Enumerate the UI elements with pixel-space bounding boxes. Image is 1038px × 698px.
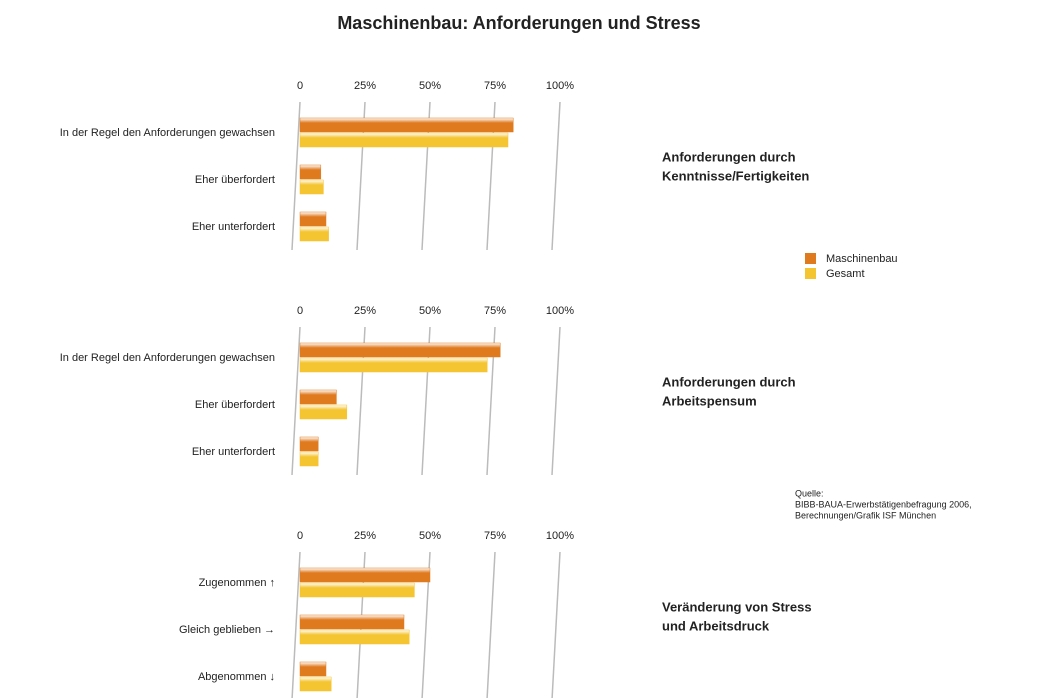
y-tick-label: Zugenommen ↑ [199, 577, 275, 589]
x-tick-label: 0 [297, 305, 303, 317]
bar [299, 117, 514, 133]
bar [299, 132, 509, 148]
legend-label: Gesamt [826, 268, 865, 280]
x-tick-label: 25% [354, 530, 376, 542]
grid-line [551, 101, 561, 251]
x-tick-label: 100% [546, 80, 574, 92]
x-tick-label: 50% [419, 80, 441, 92]
grid-line [486, 551, 496, 698]
bar [299, 582, 415, 598]
y-tick-label: In der Regel den Anforderungen gewachsen [60, 352, 275, 364]
subchart-title: Anforderungen durch [662, 149, 796, 164]
x-tick-label: 25% [354, 305, 376, 317]
y-tick-label: Abgenommen ↓ [198, 671, 275, 683]
subchart-title: Arbeitspensum [662, 393, 757, 408]
bar [299, 357, 488, 373]
x-tick-label: 75% [484, 305, 506, 317]
bar [299, 389, 337, 405]
y-tick-label: Eher überfordert [195, 399, 275, 411]
x-tick-label: 100% [546, 530, 574, 542]
x-tick-label: 75% [484, 80, 506, 92]
grid-line [291, 101, 301, 251]
bar [299, 164, 322, 180]
x-tick-label: 0 [297, 80, 303, 92]
y-tick-label: Eher unterfordert [192, 221, 275, 233]
subchart-title: Kenntnisse/Fertigkeiten [662, 168, 809, 183]
grid-line [551, 551, 561, 698]
subchart-title: und Arbeitsdruck [662, 618, 770, 633]
x-tick-label: 50% [419, 305, 441, 317]
x-tick-label: 0 [297, 530, 303, 542]
bar [299, 661, 327, 677]
bar [299, 342, 501, 358]
grid-line [551, 326, 561, 476]
bar [299, 404, 348, 420]
chart-title: Maschinenbau: Anforderungen und Stress [337, 13, 700, 33]
x-tick-label: 75% [484, 530, 506, 542]
bar [299, 451, 319, 467]
bar [299, 436, 319, 452]
x-tick-label: 25% [354, 80, 376, 92]
subchart-title: Veränderung von Stress [662, 599, 812, 614]
grid-line [291, 326, 301, 476]
bar [299, 226, 329, 242]
grid-line [291, 551, 301, 698]
bar [299, 179, 324, 195]
x-tick-label: 50% [419, 530, 441, 542]
y-tick-label: Gleich geblieben → [179, 624, 275, 636]
y-tick-label: Eher unterfordert [192, 446, 275, 458]
legend-swatch [805, 253, 816, 264]
subchart-title: Anforderungen durch [662, 374, 796, 389]
bar [299, 614, 405, 630]
x-tick-label: 100% [546, 305, 574, 317]
bar [299, 567, 431, 583]
bar [299, 629, 410, 645]
bar [299, 676, 332, 692]
source-note: BIBB-BAUA-Erwerbstätigenbefragung 2006, [795, 499, 972, 509]
bar [299, 211, 327, 227]
y-tick-label: In der Regel den Anforderungen gewachsen [60, 127, 275, 139]
y-tick-label: Eher überfordert [195, 174, 275, 186]
legend-swatch [805, 268, 816, 279]
legend-label: Maschinenbau [826, 253, 898, 265]
source-note: Berechnungen/Grafik ISF München [795, 510, 936, 520]
source-note: Quelle: [795, 488, 824, 498]
